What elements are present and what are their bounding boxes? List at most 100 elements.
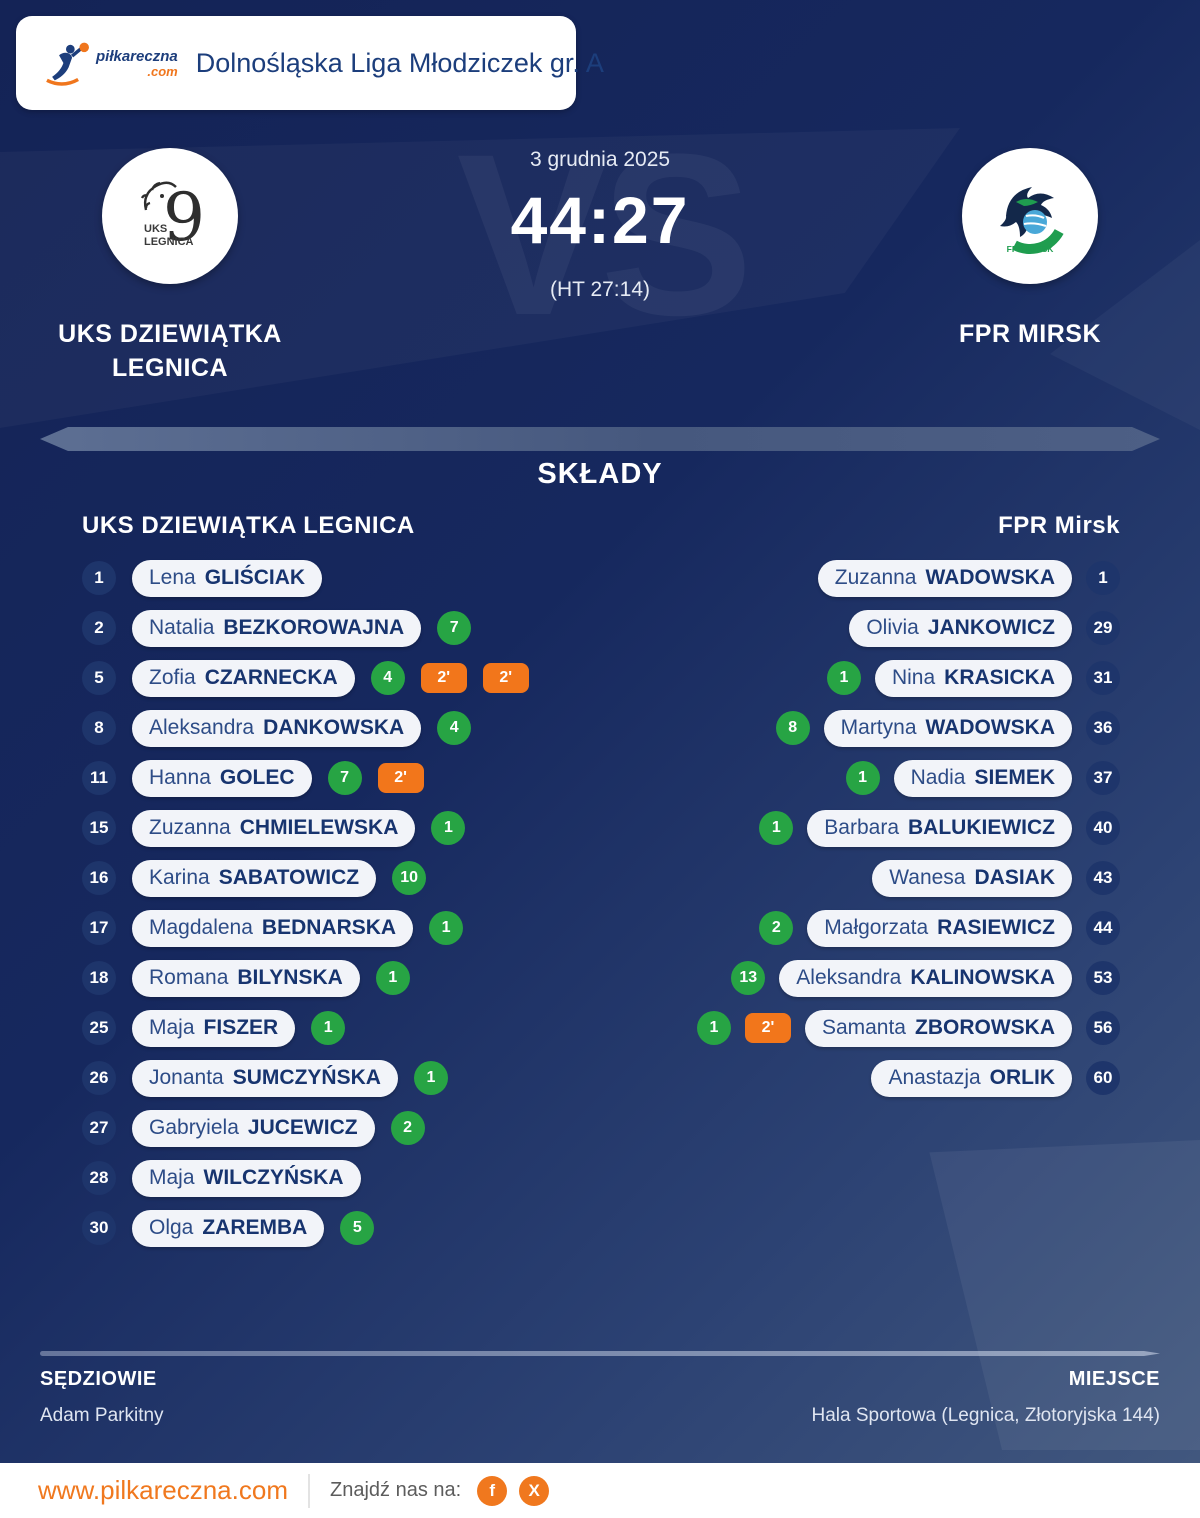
player-first-name: Romana <box>149 966 229 989</box>
fpr-mirsk-emblem-icon: FPR MIRSK <box>1000 187 1064 254</box>
halftime-score: (HT 27:14) <box>550 278 650 301</box>
player-number: 8 <box>82 711 116 745</box>
roster-row: Wanesa DASIAK 43 <box>590 853 1120 903</box>
facebook-icon[interactable]: f <box>477 1475 508 1506</box>
player-name-pill: Małgorzata RASIEWICZ <box>807 909 1072 947</box>
bottom-bar: www.pilkareczna.com Znajdź nas na: f X <box>0 1463 1200 1518</box>
uks-legnica-emblem-icon: 9 UKS LEGNICA <box>140 179 205 256</box>
goals-badge: 1 <box>845 761 880 795</box>
player-first-name: Olivia <box>866 616 919 639</box>
player-name-pill: Nadia SIEMEK <box>893 759 1072 797</box>
player-name-pill: Barbara BALUKIEWICZ <box>807 809 1072 847</box>
player-number: 28 <box>82 1161 116 1195</box>
away-team-block: FPR MIRSK FPR MIRSK <box>880 148 1180 352</box>
referees-block: SĘDZIOWIE Adam Parkitny <box>40 1368 164 1427</box>
roster-row: 17 Magdalena BEDNARSKA 1 <box>82 903 612 953</box>
player-first-name: Hanna <box>149 766 211 789</box>
player-number: 15 <box>82 811 116 845</box>
player-first-name: Aleksandra <box>149 716 255 739</box>
player-name-pill: Aleksandra KALINOWSKA <box>779 959 1072 997</box>
player-first-name: Nina <box>891 666 936 689</box>
away-team-name: FPR MIRSK <box>959 320 1101 348</box>
goals-badge: 8 <box>775 711 810 745</box>
player-last-name: BEDNARSKA <box>261 916 397 939</box>
player-name-pill: Olivia JANKOWICZ <box>849 609 1072 647</box>
venue-block: MIEJSCE Hala Sportowa (Legnica, Złotoryj… <box>811 1368 1160 1427</box>
player-number: 60 <box>1086 1061 1120 1095</box>
player-last-name: BALUKIEWICZ <box>908 816 1055 839</box>
roster-row: 5 Zofia CZARNECKA 4 2' 2' <box>82 653 612 703</box>
player-first-name: Lena <box>149 566 196 589</box>
uks-emblem-org: UKS <box>144 223 167 235</box>
player-last-name: CZARNECKA <box>204 666 338 689</box>
venue-value: Hala Sportowa (Legnica, Złotoryjska 144) <box>811 1405 1160 1426</box>
player-last-name: SABATOWICZ <box>218 866 360 889</box>
roster-row: 1 Nadia SIEMEK 37 <box>590 753 1120 803</box>
bottom-bar-divider <box>307 1473 310 1508</box>
section-divider-band <box>40 427 1160 451</box>
player-first-name: Jonanta <box>149 1066 224 1089</box>
player-number: 30 <box>82 1211 116 1245</box>
roster-row: Olivia JANKOWICZ 29 <box>590 603 1120 653</box>
site-logo: piłkareczna .com <box>40 40 178 86</box>
roster-row: 16 Karina SABATOWICZ 10 <box>82 853 612 903</box>
player-last-name: WADOWSKA <box>925 566 1056 589</box>
roster-row: 18 Romana BILYNSKA 1 <box>82 953 612 1003</box>
player-name-pill: Nina KRASICKA <box>874 659 1072 697</box>
goals-badge: 1 <box>759 811 794 845</box>
roster-row: 8 Aleksandra DANKOWSKA 4 <box>82 703 612 753</box>
roster-row: 1 2' Samanta ZBOROWSKA 56 <box>590 1003 1120 1053</box>
player-first-name: Barbara <box>824 816 900 839</box>
roster-row: 2 Małgorzata RASIEWICZ 44 <box>590 903 1120 953</box>
player-number: 26 <box>82 1061 116 1095</box>
player-last-name: ORLIK <box>989 1066 1055 1089</box>
player-name-pill: Romana BILYNSKA <box>132 959 360 997</box>
player-first-name: Karina <box>149 866 210 889</box>
roster-away: Zuzanna WADOWSKA 1 Olivia JANKOWICZ 29 1 Nina KR… <box>590 553 1120 1103</box>
player-first-name: Maja <box>149 1016 195 1039</box>
player-last-name: WADOWSKA <box>925 716 1056 739</box>
player-number: 53 <box>1086 961 1120 995</box>
two-minute-card-badge: 2' <box>744 1013 791 1043</box>
score-block: VS 3 grudnia 2025 44:27 (HT 27:14) <box>330 120 870 350</box>
goals-badge: 7 <box>327 761 362 795</box>
player-number: 29 <box>1086 611 1120 645</box>
roster-row: 27 Gabryiela JUCEWICZ 2 <box>82 1103 612 1153</box>
uks-emblem-city: LEGNICA <box>144 236 194 248</box>
player-number: 36 <box>1086 711 1120 745</box>
roster-row: 30 Olga ZAREMBA 5 <box>82 1203 612 1253</box>
match-date: 3 grudnia 2025 <box>529 148 671 171</box>
fpr-emblem-label: FPR MIRSK <box>1007 244 1055 254</box>
player-first-name: Wanesa <box>889 866 966 889</box>
player-number: 17 <box>82 911 116 945</box>
goals-badge: 1 <box>696 1011 731 1045</box>
player-name-pill: Karina SABATOWICZ <box>132 859 377 897</box>
website-link[interactable]: www.pilkareczna.com <box>38 1475 288 1505</box>
player-number: 27 <box>82 1111 116 1145</box>
player-number: 25 <box>82 1011 116 1045</box>
roster-home: 1 Lena GLIŚCIAK 2 Natalia BEZKOROWAJNA 7 5 Zofia… <box>82 553 612 1253</box>
player-first-name: Zofia <box>149 666 196 689</box>
goals-badge: 4 <box>370 661 405 695</box>
player-name-pill: Maja FISZER <box>132 1009 296 1047</box>
x-icon[interactable]: X <box>519 1475 550 1506</box>
player-name-pill: Zuzanna WADOWSKA <box>817 559 1072 597</box>
player-number: 37 <box>1086 761 1120 795</box>
player-number: 31 <box>1086 661 1120 695</box>
player-number: 5 <box>82 661 116 695</box>
player-last-name: KRASICKA <box>944 666 1055 689</box>
roster-row: 28 Maja WILCZYŃSKA <box>82 1153 612 1203</box>
player-number: 16 <box>82 861 116 895</box>
away-roster-title: FPR Mirsk <box>998 512 1120 539</box>
player-first-name: Martyna <box>840 716 917 739</box>
player-number: 43 <box>1086 861 1120 895</box>
player-last-name: GOLEC <box>219 766 295 789</box>
roster-row: 1 Lena GLIŚCIAK <box>82 553 612 603</box>
player-name-pill: Anastazja ORLIK <box>871 1059 1072 1097</box>
player-first-name: Gabryiela <box>149 1116 239 1139</box>
player-last-name: GLIŚCIAK <box>204 566 306 589</box>
player-number: 40 <box>1086 811 1120 845</box>
player-name-pill: Zuzanna CHMIELEWSKA <box>132 809 416 847</box>
player-last-name: CHMIELEWSKA <box>239 816 399 839</box>
player-last-name: SIEMEK <box>974 766 1055 789</box>
